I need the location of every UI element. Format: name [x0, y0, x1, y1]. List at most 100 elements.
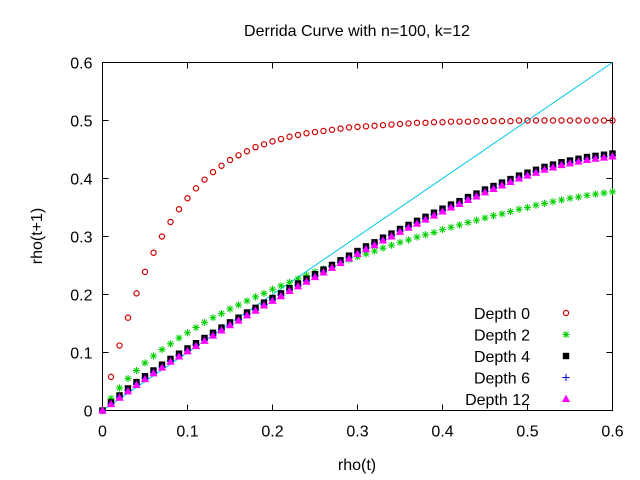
data-point: [116, 342, 123, 349]
data-point: [540, 199, 549, 208]
legend-marker-circle: [562, 309, 570, 317]
data-point: [405, 120, 412, 127]
data-point: [174, 352, 184, 360]
data-point: [464, 118, 472, 125]
data-point: [464, 218, 472, 227]
data-point: [582, 155, 592, 163]
legend-label: Depth 4: [474, 349, 530, 366]
data-point: [498, 117, 506, 125]
data-point: [413, 233, 421, 241]
data-point: [234, 301, 243, 309]
data-point: [319, 268, 328, 276]
data-point: [506, 177, 515, 185]
data-point: [507, 117, 514, 125]
data-point: [353, 249, 362, 257]
data-point: [158, 233, 166, 240]
data-point: [481, 214, 489, 222]
data-point: [447, 223, 455, 231]
data-point: [378, 236, 388, 244]
x-tick-label: 0.1: [176, 424, 198, 441]
data-point: [302, 277, 311, 285]
data-point: [167, 218, 174, 226]
axis-ticks: 0 0.1 0.2 0.3 0.4 0.5 0.6 0 0.1 0.2 0.3 0.4 0.5 0.6: [70, 56, 623, 441]
data-point: [208, 331, 218, 339]
data-point: [549, 117, 557, 124]
y-tick-label: 0.2: [70, 288, 92, 305]
data-point: [115, 393, 124, 401]
data-point: [234, 316, 243, 324]
data-point: [192, 323, 200, 332]
data-point: [498, 210, 506, 218]
data-point: [362, 250, 370, 258]
legend-marker-asterisk: [562, 330, 570, 339]
data-point: [480, 188, 490, 196]
legend-marker-triangle: [561, 394, 571, 402]
legend: Depth 0 Depth 2 Depth 4 Depth 6 Depth 12: [465, 306, 571, 409]
data-point: [566, 194, 574, 202]
data-point: [141, 268, 149, 276]
data-point: [421, 231, 430, 239]
data-point: [252, 143, 259, 151]
data-point: [251, 306, 260, 314]
data-point: [514, 174, 524, 182]
data-point: [345, 124, 353, 131]
data-point: [600, 189, 608, 197]
series-depth-2: [98, 188, 617, 415]
data-point: [140, 374, 150, 383]
data-point: [379, 244, 387, 252]
data-point: [175, 334, 183, 342]
y-tick-label: 0.3: [70, 230, 92, 247]
data-point: [277, 135, 285, 143]
data-point: [242, 311, 252, 319]
data-point: [201, 176, 208, 183]
data-point: [608, 188, 617, 196]
data-point: [311, 128, 319, 136]
data-point: [132, 380, 141, 388]
data-point: [259, 301, 269, 309]
data-point: [558, 117, 565, 124]
data-point: [276, 292, 286, 300]
data-point: [124, 314, 132, 321]
data-point: [192, 185, 200, 192]
data-point: [370, 247, 379, 255]
data-point: [158, 346, 166, 354]
data-point: [141, 359, 149, 367]
data-point: [183, 329, 192, 337]
legend-label: Depth 12: [465, 392, 530, 409]
data-point: [226, 156, 234, 164]
data-point: [98, 406, 107, 414]
data-point: [395, 227, 405, 235]
data-point: [217, 310, 226, 318]
y-tick-label: 0: [84, 404, 93, 421]
data-point: [387, 241, 396, 249]
data-point: [439, 119, 446, 126]
data-point: [489, 212, 498, 220]
data-point: [608, 152, 617, 160]
data-point: [285, 278, 294, 286]
x-tick-label: 0.2: [261, 424, 283, 441]
y-axis-label: rho(t+1): [29, 208, 46, 264]
data-point: [344, 254, 354, 262]
data-point: [200, 318, 209, 326]
x-tick-label: 0.6: [601, 424, 623, 441]
data-point: [226, 305, 234, 313]
data-point: [106, 399, 116, 408]
data-point: [302, 271, 311, 279]
data-point: [575, 117, 582, 124]
data-point: [506, 207, 515, 216]
data-point: [243, 297, 251, 305]
data-point: [269, 138, 276, 145]
data-point: [123, 387, 133, 395]
data-point: [455, 221, 464, 229]
data-point: [328, 126, 336, 133]
data-point: [354, 123, 361, 131]
data-point: [396, 238, 404, 246]
series-depth-6: [98, 151, 617, 415]
x-tick-label: 0: [98, 424, 107, 441]
data-point: [472, 192, 481, 200]
data-point: [362, 123, 370, 130]
data-point: [124, 375, 132, 383]
data-point: [166, 357, 175, 365]
legend-label: Depth 6: [474, 371, 530, 388]
